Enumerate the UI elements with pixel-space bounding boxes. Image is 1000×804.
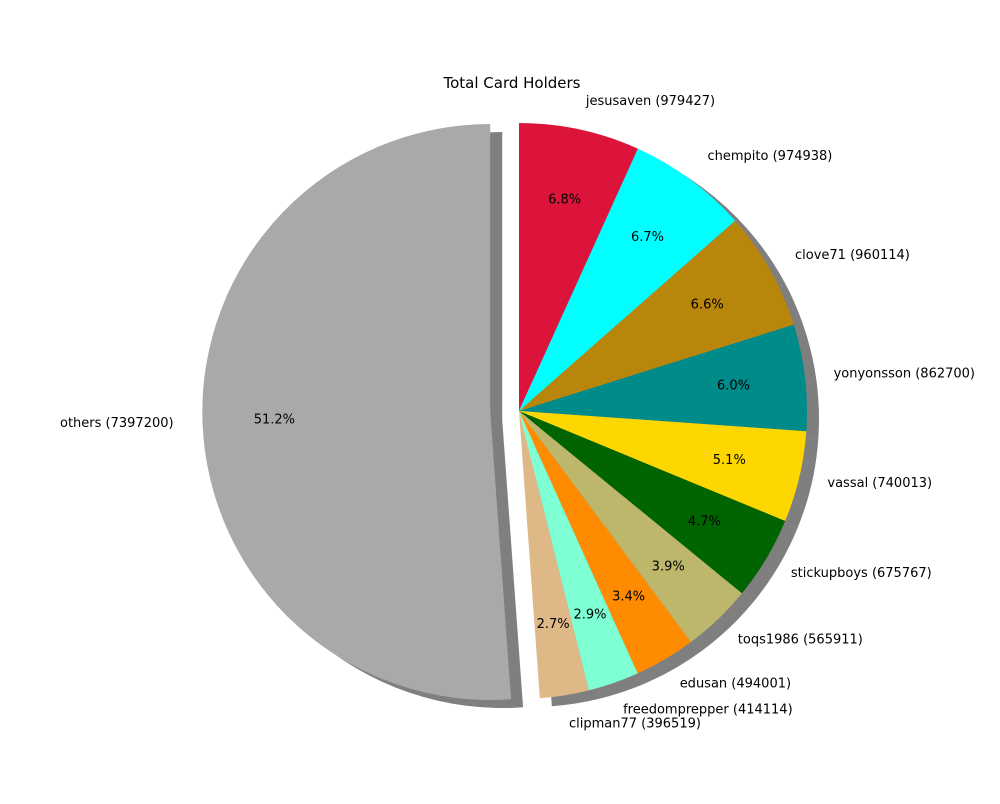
chart-title: Total Card Holders — [442, 74, 580, 92]
pct-label-clove71: 6.6% — [691, 298, 724, 313]
pct-label-clipman77: 2.7% — [537, 617, 570, 632]
pct-label-vassal: 5.1% — [713, 453, 746, 468]
slice-label-yonyonsson: yonyonsson (862700) — [834, 367, 975, 382]
slice-label-edusan: edusan (494001) — [680, 677, 791, 692]
slice-layer — [202, 123, 808, 701]
pie-slice-clipman77 — [519, 411, 589, 699]
slice-label-freedomprepper: freedomprepper (414114) — [623, 703, 793, 718]
pie-slice-vassal — [519, 411, 807, 522]
pct-label-stickupboys: 4.7% — [688, 514, 721, 529]
pct-label-others: 51.2% — [254, 412, 295, 427]
pie-slice-others — [202, 124, 512, 701]
slice-label-clipman77: clipman77 (396519) — [569, 716, 701, 731]
pie-slice-stickupboys — [519, 411, 786, 594]
pct-label-yonyonsson: 6.0% — [717, 378, 750, 393]
label-layer: jesusaven (979427) 6.8% chempito (974938) 6… — [60, 94, 975, 731]
slice-label-stickupboys: stickupboys (675767) — [791, 566, 932, 581]
slice-label-toqs1986: toqs1986 (565911) — [738, 633, 863, 648]
pie-slice-clove71 — [519, 220, 794, 411]
pct-label-toqs1986: 3.9% — [652, 560, 685, 575]
pct-label-edusan: 3.4% — [612, 590, 645, 605]
slice-label-vassal: vassal (740013) — [827, 476, 932, 491]
pie-slice-jesusaven — [519, 123, 638, 411]
slice-label-others: others (7397200) — [60, 416, 174, 431]
pie-slice-toqs1986 — [519, 411, 742, 643]
pct-label-chempito: 6.7% — [631, 230, 664, 245]
pct-label-freedomprepper: 2.9% — [573, 608, 606, 623]
pie-slice-yonyonsson — [519, 324, 808, 432]
slice-label-jesusaven: jesusaven (979427) — [585, 94, 715, 109]
pct-label-jesusaven: 6.8% — [548, 192, 581, 207]
pie-slice-edusan — [519, 411, 691, 674]
slice-label-clove71: clove71 (960114) — [795, 248, 910, 263]
slice-label-chempito: chempito (974938) — [708, 149, 833, 164]
pie-slice-freedomprepper — [519, 411, 638, 691]
pie-slice-chempito — [519, 148, 736, 411]
